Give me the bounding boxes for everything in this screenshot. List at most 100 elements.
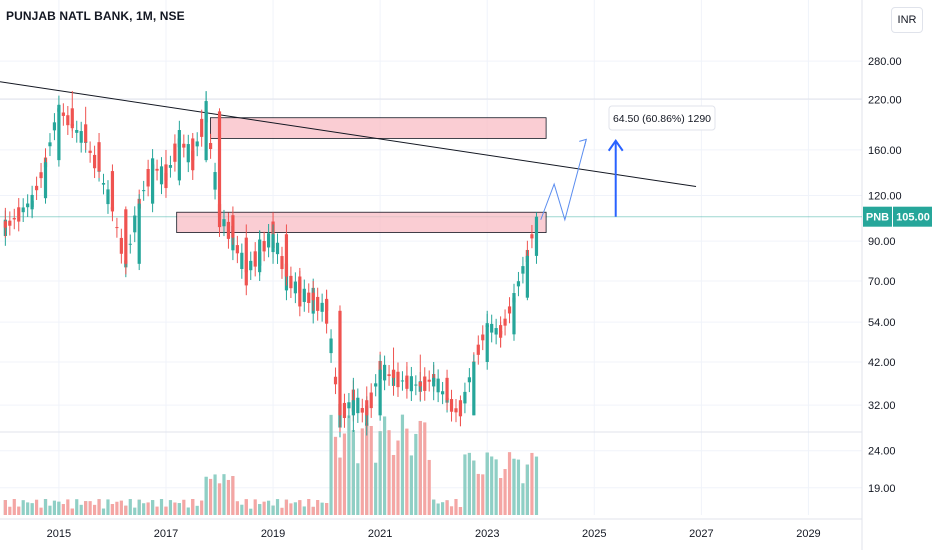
- volume-bar: [405, 428, 409, 515]
- candle-body: [490, 323, 494, 333]
- candle-body: [101, 183, 106, 185]
- volume-bar: [507, 452, 512, 515]
- time-axis-label: 2029: [796, 528, 820, 540]
- candle-body: [150, 164, 155, 204]
- candle-body: [222, 219, 226, 227]
- volume-bar: [133, 507, 137, 515]
- grid-lines: [0, 0, 863, 550]
- candle-body: [534, 216, 539, 256]
- volume-bar: [316, 500, 320, 515]
- volume-bar: [222, 474, 226, 515]
- candle-body: [507, 306, 512, 314]
- volume-bar: [70, 508, 74, 515]
- volume-bars: [3, 414, 539, 515]
- candle-body: [8, 220, 12, 226]
- candle-body: [356, 397, 360, 414]
- volume-bar: [356, 463, 360, 515]
- candle-body: [186, 144, 190, 163]
- time-axis-label: 2015: [47, 528, 71, 540]
- volume-bar: [329, 414, 333, 515]
- volume-bar: [499, 478, 503, 515]
- volume-bar: [347, 415, 351, 515]
- candle-body: [499, 325, 503, 335]
- candle-body: [12, 218, 16, 220]
- volume-bar: [3, 500, 7, 515]
- candle-body: [311, 292, 315, 301]
- candle-body: [182, 143, 186, 148]
- candle-body: [75, 129, 79, 133]
- volume-bar: [124, 505, 128, 515]
- symbol-tag: [863, 206, 892, 227]
- candle-body: [360, 408, 364, 413]
- volume-bar: [378, 431, 382, 515]
- volume-bar: [490, 456, 494, 515]
- volume-bar: [249, 508, 253, 515]
- volume-bar: [155, 506, 159, 515]
- price-axis-label: 120.00: [868, 191, 902, 203]
- volume-bar: [374, 462, 378, 515]
- volume-bar: [320, 502, 324, 515]
- volume-bar: [92, 504, 97, 515]
- candle-body: [106, 189, 110, 205]
- volume-bar: [418, 420, 422, 515]
- volume-bar: [244, 499, 248, 515]
- candle-body: [316, 296, 320, 311]
- volume-bar: [427, 459, 431, 515]
- candle-body: [159, 166, 164, 185]
- volume-bar: [525, 464, 529, 515]
- volume-bar: [382, 416, 387, 515]
- time-axis[interactable]: 2015 2017 2019 2021 2023 2025 2027 2029: [47, 528, 821, 540]
- candle-body: [119, 237, 123, 254]
- drawing-tools[interactable]: 64.50 (60.86%) 1290: [540, 105, 716, 222]
- time-axis-label: 2019: [261, 528, 285, 540]
- candle-body: [30, 200, 34, 210]
- candle-body: [396, 371, 400, 388]
- volume-bar: [494, 459, 498, 515]
- volume-bar: [101, 508, 106, 515]
- volume-bar: [21, 500, 25, 515]
- time-axis-label: 2023: [475, 528, 499, 540]
- volume-bar: [159, 499, 164, 515]
- volume-bar: [284, 499, 289, 515]
- volume-bar: [61, 504, 65, 515]
- candle-body: [503, 318, 507, 326]
- price-axis[interactable]: 280.00 220.00 160.00 120.00 90.00 70.00 54.00 4…: [863, 56, 932, 495]
- candle-body: [213, 172, 217, 190]
- candle-body: [342, 402, 347, 418]
- volume-bar: [414, 433, 418, 515]
- candle-body: [200, 118, 204, 137]
- volume-bar: [360, 428, 364, 515]
- candle-body: [226, 221, 231, 239]
- volume-bar: [34, 499, 39, 515]
- volume-bar: [485, 452, 489, 515]
- candlestick-series: [3, 90, 539, 438]
- volume-bar: [400, 414, 405, 515]
- volume-bar: [17, 506, 21, 515]
- candle-body: [88, 150, 92, 153]
- candle-body: [436, 378, 440, 393]
- price-axis-label: 160.00: [868, 145, 902, 157]
- volume-bar: [213, 474, 217, 515]
- candle-body: [405, 377, 409, 383]
- candle-body: [128, 243, 132, 245]
- volume-bar: [97, 499, 101, 515]
- candle-body: [525, 255, 529, 298]
- candle-body: [476, 344, 480, 355]
- trendline[interactable]: [0, 81, 697, 188]
- candle-body: [177, 138, 181, 181]
- volume-bar: [173, 502, 177, 515]
- volume-bar: [208, 478, 213, 515]
- volume-bar: [39, 507, 43, 515]
- volume-bar: [43, 499, 48, 515]
- currency-button[interactable]: INR: [891, 7, 923, 33]
- candle-body: [217, 111, 222, 216]
- candle-body: [79, 131, 83, 143]
- candle-body: [302, 288, 306, 302]
- volume-bar: [472, 460, 476, 515]
- volume-bar: [12, 499, 16, 515]
- projection-arrowhead: [579, 138, 587, 148]
- candle-body: [400, 380, 405, 382]
- volume-bar: [84, 501, 88, 515]
